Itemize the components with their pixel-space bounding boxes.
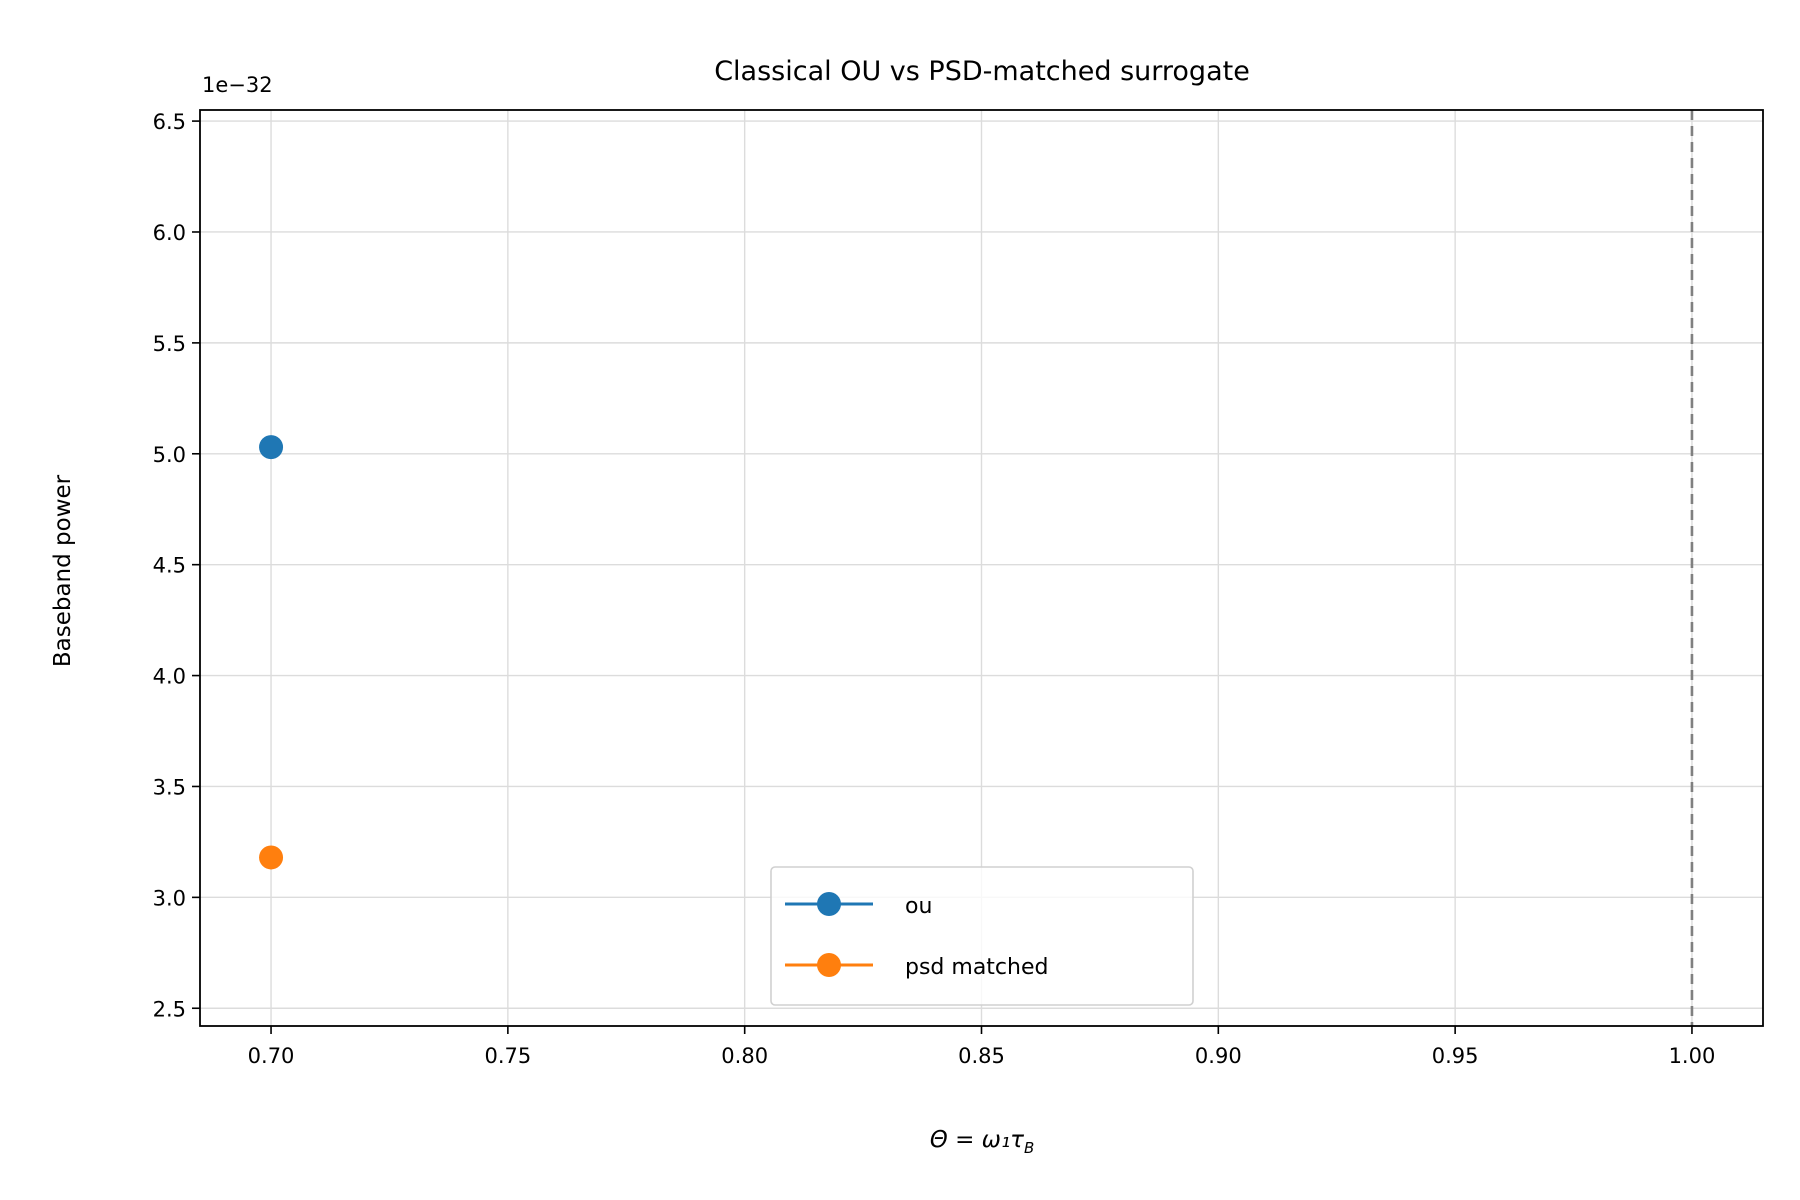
chart-title: Classical OU vs PSD-matched surrogate	[714, 56, 1250, 87]
x-axis-label-main: Θ = ω₁τ	[930, 1127, 1024, 1153]
legend-psd-matched-label: psd matched	[905, 955, 1048, 980]
y-tick-label: 3.0	[153, 886, 186, 910]
y-tick-label: 2.5	[153, 997, 186, 1021]
y-tick-label: 3.5	[153, 775, 186, 799]
x-tick-label: 1.00	[1669, 1044, 1716, 1068]
y-tick-label: 4.5	[153, 554, 186, 578]
grid-layer	[200, 110, 1763, 1026]
x-tick-label: 0.90	[1195, 1044, 1242, 1068]
x-axis-label: Θ = ω₁τB	[930, 1127, 1035, 1157]
y-tick-label: 5.5	[153, 332, 186, 356]
x-tick-label: 0.85	[958, 1044, 1005, 1068]
legend-psd-matched-marker	[817, 953, 841, 977]
y-axis-label: Baseband power	[50, 474, 76, 667]
y-offset-text: 1e−32	[202, 73, 273, 97]
data-point-ou	[259, 435, 284, 460]
x-axis-label-subscript: B	[1024, 1139, 1034, 1157]
marks-layer	[259, 435, 284, 870]
legend-box	[770, 866, 1194, 1006]
x-tick-label: 0.70	[248, 1044, 295, 1068]
legend: ou psd matched	[770, 866, 1194, 1006]
x-tick-label: 0.75	[484, 1044, 531, 1068]
x-tick-label: 0.95	[1432, 1044, 1479, 1068]
x-tick-label: 0.80	[721, 1044, 768, 1068]
y-tick-label: 4.0	[153, 665, 186, 689]
y-tick-label: 6.5	[153, 110, 186, 134]
legend-ou-marker	[817, 892, 841, 916]
y-tick-label: 6.0	[153, 221, 186, 245]
y-tick-label: 5.0	[153, 443, 186, 467]
data-point-psd-matched	[259, 845, 284, 870]
ticks-layer: 0.70 0.75 0.80 0.85 0.90 0.95 1.00 2.5 3.0 3.5 4.0…	[153, 110, 1716, 1068]
legend-ou-label: ou	[905, 894, 932, 919]
